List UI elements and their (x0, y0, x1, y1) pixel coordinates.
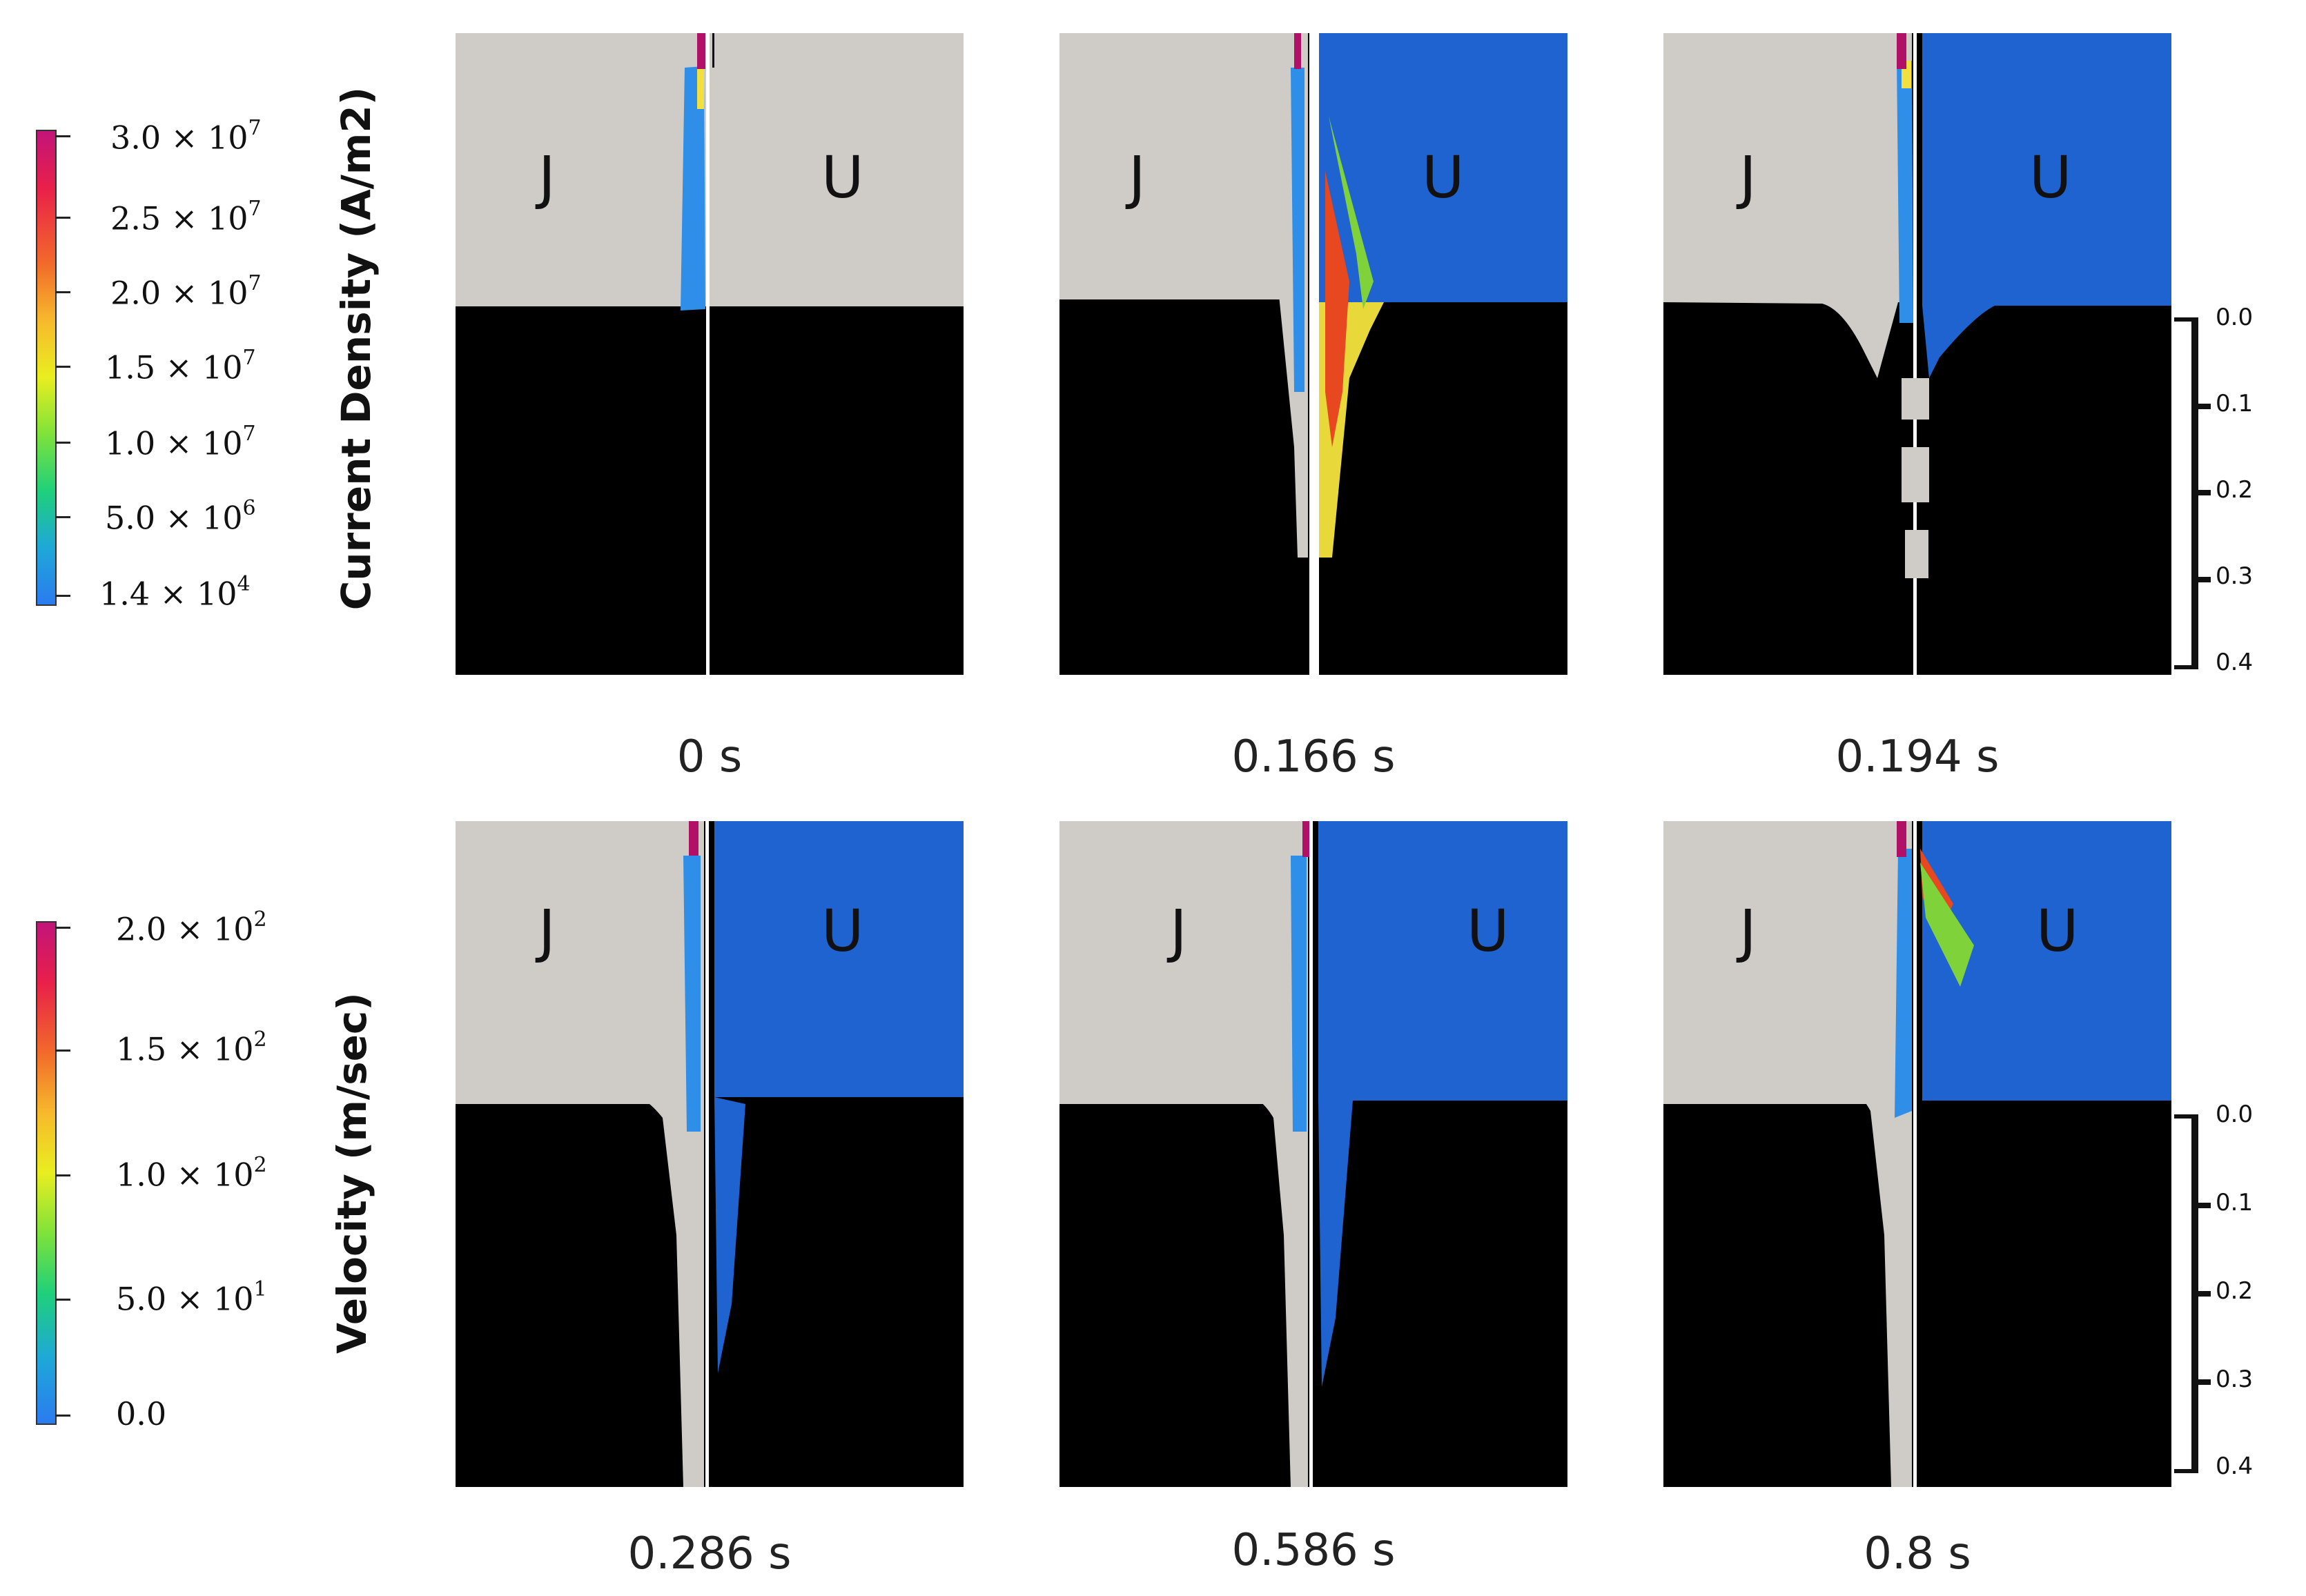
cd-tick-label-3: 1.5 × 107 (105, 346, 256, 386)
vel-tick-label-3: 5.0 × 101 (116, 1277, 267, 1318)
panel-t3: J U (456, 821, 964, 1487)
current-density-title: Current Density (A/m2) (333, 86, 380, 611)
time-label-t3: 0.286 s (627, 1528, 792, 1579)
panel-t0: J U (456, 33, 964, 675)
depth-label: 0.2 (2216, 1277, 2254, 1305)
depth-label: 0.0 (2216, 304, 2254, 331)
panel-label-left: J (538, 144, 556, 211)
vel-tick-label-4: 0.0 (116, 1395, 167, 1432)
panel-label-left: J (1170, 897, 1187, 965)
time-label-t4: 0.586 s (1231, 1525, 1396, 1576)
cd-tick-label-1: 2.5 × 107 (110, 197, 262, 237)
depth-label: 0.4 (2216, 649, 2254, 676)
vel-tick-label-2: 1.0 × 102 (116, 1153, 267, 1194)
depth-label: 0.0 (2216, 1101, 2254, 1128)
vel-tick-label-1: 1.5 × 102 (116, 1027, 267, 1068)
cd-tick-label-5: 5.0 × 106 (105, 496, 256, 537)
panel-t1: J U (1059, 33, 1567, 675)
panel-label-right: U (821, 897, 864, 965)
panel-label-left: J (1739, 897, 1757, 965)
time-label-t2: 0.194 s (1835, 731, 2000, 782)
cd-tick-label-0: 3.0 × 107 (110, 116, 262, 157)
panel-label-left: J (538, 897, 556, 965)
vel-tick-label-0: 2.0 × 102 (116, 907, 267, 948)
depth-label: 0.1 (2216, 1189, 2254, 1216)
cd-tick-label-4: 1.0 × 107 (105, 422, 256, 462)
panel-t4: J U (1059, 821, 1567, 1487)
time-label-t0: 0 s (676, 731, 743, 782)
panel-label-right: U (2036, 897, 2079, 965)
depth-label: 0.1 (2216, 390, 2254, 417)
time-label-t1: 0.166 s (1231, 731, 1396, 782)
panel-label-left: J (1128, 144, 1146, 211)
time-label-t5: 0.8 s (1864, 1528, 1971, 1579)
panel-t2: J U (1663, 33, 2171, 675)
panel-label-right: U (2029, 144, 2072, 211)
current-density-colorbar (36, 130, 57, 606)
panel-label-right: U (821, 144, 864, 211)
velocity-title: Velocity (m/sec) (329, 992, 375, 1354)
velocity-colorbar (36, 921, 57, 1425)
panel-label-right: U (1422, 144, 1465, 211)
depth-label: 0.3 (2216, 562, 2254, 590)
panel-t5: J U (1663, 821, 2171, 1487)
panel-label-right: U (1467, 897, 1509, 965)
depth-label: 0.2 (2216, 476, 2254, 504)
panel-label-left: J (1739, 144, 1757, 211)
depth-label: 0.3 (2216, 1366, 2254, 1393)
cd-tick-label-6: 1.4 × 104 (99, 572, 251, 613)
depth-label: 0.4 (2216, 1452, 2254, 1480)
cd-tick-label-2: 2.0 × 107 (110, 271, 262, 312)
